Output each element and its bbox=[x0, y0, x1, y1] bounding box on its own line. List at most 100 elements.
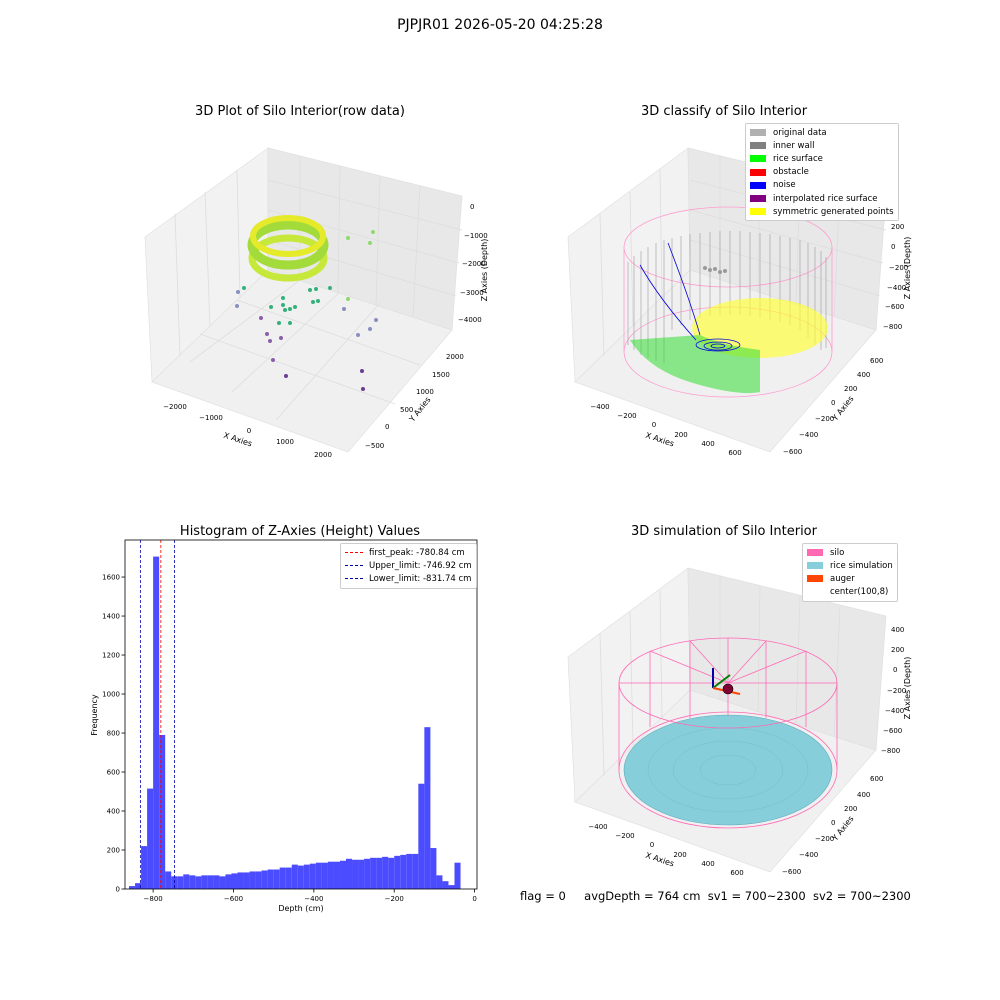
plot2-y-tick: 200 bbox=[844, 385, 857, 393]
histogram-bar bbox=[213, 875, 220, 889]
plot2-noise-spiral bbox=[639, 242, 741, 352]
plot2-y-tick-labels: −600 −400 −200 0 200 400 600 bbox=[783, 357, 883, 456]
plot4-gridlines bbox=[599, 576, 841, 777]
histogram-bar bbox=[267, 869, 274, 889]
histogram-bar bbox=[394, 855, 401, 889]
plot1-z-tick-labels: 0 −1000 −2000 −3000 −4000 bbox=[458, 203, 488, 324]
x-tick-label: −600 bbox=[224, 895, 243, 903]
histogram-vlines bbox=[139, 540, 175, 889]
legend-entry-inner-wall: inner wall bbox=[750, 139, 894, 152]
legend-label: rice surface bbox=[773, 153, 823, 164]
legend-entry-rice-surface: rice surface bbox=[750, 152, 894, 165]
histogram-bar bbox=[141, 846, 148, 889]
plot2-z-label: Z Axies (Depth) bbox=[903, 237, 912, 300]
plot2-z-tick: 0 bbox=[891, 243, 895, 251]
plot1-y-tick: 1500 bbox=[432, 371, 450, 379]
histogram-bar bbox=[400, 854, 407, 889]
histogram-bar bbox=[219, 876, 226, 889]
plot1-y-tick-labels: −500 0 500 1000 1500 2000 bbox=[365, 353, 464, 450]
plot4-z-tick: 0 bbox=[893, 666, 897, 674]
plot4-y-tick: 200 bbox=[844, 805, 857, 813]
figure-title: PJPJR01 2026-05-20 04:25:28 bbox=[397, 17, 603, 33]
histogram-bar bbox=[147, 788, 154, 889]
plot4-y-tick: 0 bbox=[831, 819, 835, 827]
legend-entry-interpolated: interpolated rice surface bbox=[750, 192, 894, 205]
histogram-bar bbox=[370, 857, 377, 889]
histogram-bar bbox=[327, 861, 334, 889]
histogram-bar bbox=[346, 858, 353, 889]
legend-swatch bbox=[750, 142, 766, 150]
legend-swatch bbox=[750, 181, 766, 189]
histogram-bar bbox=[430, 848, 437, 889]
legend-line bbox=[345, 565, 363, 567]
legend-entry-noise: noise bbox=[750, 179, 894, 192]
histogram-bar bbox=[376, 857, 383, 889]
plot2-x-tick-labels: −400 −200 0 200 400 600 bbox=[590, 403, 741, 457]
legend-swatch bbox=[807, 589, 823, 596]
histogram-bar bbox=[442, 881, 449, 889]
histogram-bar bbox=[225, 874, 232, 889]
plot1-y-tick: 1000 bbox=[416, 388, 434, 396]
plot1-z-tick: −4000 bbox=[458, 316, 482, 324]
plot2-y-tick: 0 bbox=[831, 399, 835, 407]
legend-label: inner wall bbox=[773, 140, 815, 151]
plot4-rice-simulation bbox=[623, 714, 833, 826]
plot2-z-tick-labels: 200 0 −200 −400 −600 −800 bbox=[883, 223, 908, 331]
legend-swatch bbox=[750, 155, 766, 163]
plot4-x-tick: −200 bbox=[615, 832, 634, 840]
plot1-scatter-points bbox=[235, 230, 378, 391]
plot4-y-tick: −200 bbox=[815, 835, 834, 843]
legend-swatch bbox=[807, 575, 823, 583]
x-tick-label: 0 bbox=[472, 895, 476, 903]
legend-entry-lower-limit: Lower_limit: -831.74 cm bbox=[345, 572, 472, 585]
plot2-3d-classify: −400 −200 0 200 400 600 −600 −400 −200 0… bbox=[567, 147, 912, 457]
histogram-y-ticks: 0 200 400 600 800 1000 1200 1400 1600 bbox=[102, 574, 125, 894]
histogram-bars bbox=[129, 556, 461, 889]
histogram-bar bbox=[412, 853, 419, 889]
histogram-bar bbox=[201, 875, 208, 889]
histogram-bar bbox=[195, 876, 202, 889]
plot2-x-tick: 400 bbox=[701, 440, 714, 448]
plot1-x-tick-labels: −2000 −1000 0 1000 2000 bbox=[163, 403, 332, 459]
histogram-bar bbox=[231, 873, 238, 889]
histogram-bar bbox=[285, 867, 292, 889]
plot1-x-tick: −1000 bbox=[199, 414, 223, 422]
plot3-frame bbox=[124, 539, 478, 890]
plot1-y-tick: 2000 bbox=[446, 353, 464, 361]
status-avg-depth: avgDepth = 764 cm bbox=[584, 889, 701, 903]
histogram-bar bbox=[406, 853, 413, 889]
y-tick-label: 1200 bbox=[102, 652, 120, 660]
histogram-bar bbox=[358, 859, 365, 889]
y-tick-label: 400 bbox=[107, 808, 120, 816]
histogram-bar bbox=[333, 861, 340, 889]
legend-line bbox=[345, 578, 363, 580]
legend-label: original data bbox=[773, 127, 827, 138]
plot3-histogram: −800 −600 −400 −200 0 0 200 400 600 800 1000 1200 1… bbox=[90, 539, 478, 913]
plot4-x-tick: −400 bbox=[588, 823, 607, 831]
plot4-y-tick: 600 bbox=[870, 775, 883, 783]
histogram-bar bbox=[418, 783, 425, 889]
plot4-y-tick: −600 bbox=[782, 868, 801, 876]
legend-swatch bbox=[750, 129, 766, 137]
histogram-bar bbox=[129, 886, 136, 889]
legend-swatch bbox=[750, 195, 766, 203]
plot1-y-tick: 0 bbox=[385, 423, 389, 431]
plot1-ring-top bbox=[250, 215, 326, 257]
plot1-z-tick: −2000 bbox=[462, 260, 486, 268]
plot4-auger bbox=[712, 668, 741, 695]
histogram-bar bbox=[339, 860, 347, 889]
plot2-rice-surface bbox=[630, 335, 760, 394]
histogram-bar bbox=[243, 872, 250, 889]
plot1-y-tick: −500 bbox=[365, 442, 384, 450]
legend-entry-center: center(100,8) bbox=[807, 586, 893, 599]
histogram-bar bbox=[273, 869, 280, 889]
histogram-bar bbox=[321, 862, 328, 889]
plot2-legend: original data inner wall rice surface ob… bbox=[745, 123, 899, 222]
legend-label: silo bbox=[830, 547, 845, 558]
plot2-x-tick: −200 bbox=[617, 412, 636, 420]
histogram-bar bbox=[309, 863, 316, 889]
legend-label: Upper_limit: -746.92 cm bbox=[369, 560, 472, 571]
plot3-title: Histogram of Z-Axies (Height) Values bbox=[179, 524, 421, 539]
legend-entry-rice-simulation: rice simulation bbox=[807, 559, 893, 572]
plot4-legend: silo rice simulation auger center(100,8) bbox=[802, 543, 898, 602]
